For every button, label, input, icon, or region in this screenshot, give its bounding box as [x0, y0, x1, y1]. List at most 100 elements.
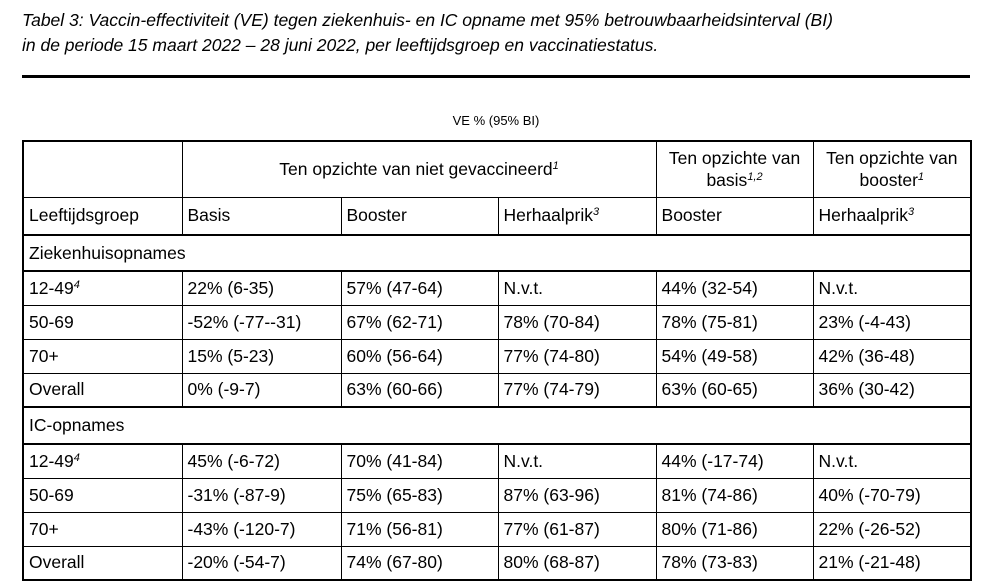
ve-cell: 71% (56-81) [340, 511, 499, 547]
cell-text: 12-49 [29, 277, 74, 298]
group-header: Ten opzichte van booster1 [812, 140, 972, 198]
cell-text: 70+ [29, 345, 59, 366]
ve-cell: 77% (61-87) [497, 511, 657, 547]
ve-cell: 45% (-6-72) [181, 443, 342, 479]
group-header-row: Ten opzichte van niet gevaccineerd1 Ten o… [22, 140, 972, 198]
section-row: Ziekenhuisopnames [22, 234, 972, 272]
ve-cell: 78% (73-83) [655, 545, 814, 581]
ve-cell: 67% (62-71) [340, 304, 499, 340]
cell-text: Herhaalprik [818, 205, 909, 226]
ve-cell: 78% (70-84) [497, 304, 657, 340]
ve-cell: -20% (-54-7) [181, 545, 342, 581]
ve-cell: 80% (71-86) [655, 511, 814, 547]
column-header: Basis [181, 196, 342, 236]
data-row: Overall 0% (-9-7) 63% (60-66) 77% (74-79) 63… [22, 372, 972, 408]
cell-text: 70+ [29, 518, 59, 539]
age-group: 50-69 [22, 304, 183, 340]
cell-text: Booster [346, 205, 407, 226]
column-header: Leeftijdsgroep [22, 196, 183, 236]
age-group: Overall [22, 372, 183, 408]
ve-cell: 75% (65-83) [340, 477, 499, 513]
data-row: 70+ -43% (-120-7) 71% (56-81) 77% (61-87) 80… [22, 511, 972, 547]
ve-cell: N.v.t. [812, 270, 972, 306]
ve-cell: 60% (56-64) [340, 338, 499, 374]
ve-cell: 40% (-70-79) [812, 477, 972, 513]
ve-cell: 78% (75-81) [655, 304, 814, 340]
ve-cell: 54% (49-58) [655, 338, 814, 374]
cell-text: Overall [29, 552, 85, 573]
ve-cell: 70% (41-84) [340, 443, 499, 479]
ve-cell: 44% (-17-74) [655, 443, 814, 479]
section-title: Ziekenhuisopnames [22, 234, 972, 272]
footnote-mark: 1 [552, 160, 559, 173]
group-header: Ten opzichte van basis1,2 [655, 140, 814, 198]
ve-table: Ten opzichte van niet gevaccineerd1 Ten o… [22, 140, 973, 581]
ve-cell: 42% (36-48) [812, 338, 972, 374]
ve-cell: 81% (74-86) [655, 477, 814, 513]
data-row: 12-494 22% (6-35) 57% (47-64) N.v.t. 44% (32… [22, 270, 972, 306]
ve-cell: 77% (74-79) [497, 372, 657, 408]
age-group: 70+ [22, 338, 183, 374]
divider [22, 75, 970, 78]
ve-cell: 23% (-4-43) [812, 304, 972, 340]
column-header-row: Leeftijdsgroep Basis Booster Herhaalprik3 Bo… [22, 196, 972, 236]
data-row: Overall -20% (-54-7) 74% (67-80) 80% (68-87… [22, 545, 972, 581]
ve-cell: -43% (-120-7) [181, 511, 342, 547]
column-header: Booster [340, 196, 499, 236]
cell-text: Ten opzichte van booster [826, 148, 958, 191]
cell-text: 50-69 [29, 311, 74, 332]
data-row: 50-69 -52% (-77--31) 67% (62-71) 78% (70-84… [22, 304, 972, 340]
ve-cell: -52% (-77--31) [181, 304, 342, 340]
group-header: Ten opzichte van niet gevaccineerd1 [181, 140, 657, 198]
table-body: Ten opzichte van niet gevaccineerd1 Ten o… [22, 140, 972, 581]
footnote-mark: 1,2 [747, 171, 763, 184]
cell-text: 50-69 [29, 484, 74, 505]
data-row: 50-69 -31% (-87-9) 75% (65-83) 87% (63-96) 8… [22, 477, 972, 513]
ve-cell: N.v.t. [812, 443, 972, 479]
cell-text: Herhaalprik [503, 205, 593, 226]
ve-cell: 87% (63-96) [497, 477, 657, 513]
ve-cell: 36% (30-42) [812, 372, 972, 408]
cell-text: Ten opzichte van basis [668, 148, 801, 191]
age-group: 12-494 [22, 270, 183, 306]
ve-cell: N.v.t. [497, 270, 657, 306]
ve-cell: 57% (47-64) [340, 270, 499, 306]
section-title: IC-opnames [22, 406, 972, 445]
cell-text: Overall [29, 379, 85, 400]
cell-text: 12-49 [29, 450, 74, 471]
caption-line: Tabel 3: Vaccin-effectiviteit (VE) tegen… [22, 10, 833, 30]
data-row: 70+ 15% (5-23) 60% (56-64) 77% (74-80) 54% (… [22, 338, 972, 374]
footnote-mark: 3 [592, 206, 600, 219]
empty-cell [22, 140, 183, 198]
caption-line: in de periode 15 maart 2022 – 28 juni 20… [22, 35, 659, 55]
ve-cell: 22% (6-35) [181, 270, 342, 306]
ve-cell: 0% (-9-7) [181, 372, 342, 408]
column-header: Booster [655, 196, 814, 236]
footnote-mark: 4 [73, 278, 80, 291]
footnote-mark: 4 [73, 451, 80, 464]
ve-cell: -31% (-87-9) [181, 477, 342, 513]
ve-cell: 21% (-21-48) [812, 545, 972, 581]
cell-text: Leeftijdsgroep [29, 205, 139, 226]
ve-cell: 77% (74-80) [497, 338, 657, 374]
ve-cell: 74% (67-80) [340, 545, 499, 581]
age-group: 12-494 [22, 443, 183, 479]
ve-cell: N.v.t. [497, 443, 657, 479]
ve-cell: 63% (60-66) [340, 372, 499, 408]
column-header: Herhaalprik3 [497, 196, 657, 236]
ve-cell: 22% (-26-52) [812, 511, 972, 547]
ve-cell: 63% (60-65) [655, 372, 814, 408]
age-group: 50-69 [22, 477, 183, 513]
age-group: 70+ [22, 511, 183, 547]
footnote-mark: 3 [908, 206, 915, 219]
ve-cell: 80% (68-87) [497, 545, 657, 581]
ve-cell: 44% (32-54) [655, 270, 814, 306]
cell-text: Booster [661, 205, 722, 226]
ve-cell: 15% (5-23) [181, 338, 342, 374]
column-header: Herhaalprik3 [812, 196, 972, 236]
data-row: 12-494 45% (-6-72) 70% (41-84) N.v.t. 44% (-… [22, 443, 972, 479]
section-row: IC-opnames [22, 406, 972, 445]
super-header: VE % (95% BI) [452, 113, 540, 128]
age-group: Overall [22, 545, 183, 581]
